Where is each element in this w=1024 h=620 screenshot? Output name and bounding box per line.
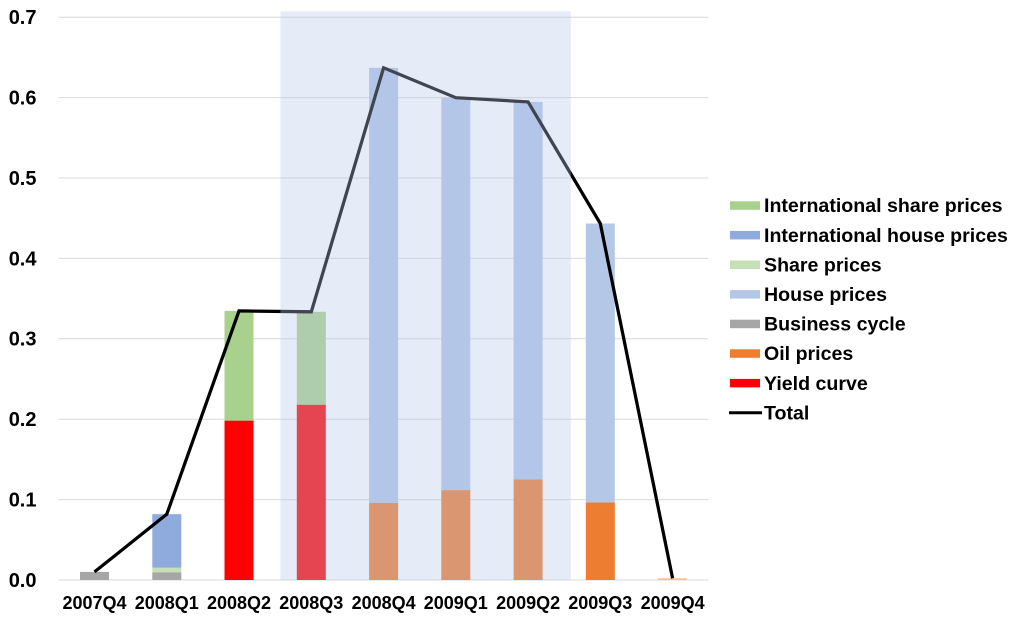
svg-text:2008Q1: 2008Q1 — [135, 593, 199, 613]
svg-text:Yield curve: Yield curve — [764, 373, 868, 395]
svg-text:2008Q3: 2008Q3 — [279, 593, 343, 613]
svg-text:0.2: 0.2 — [9, 409, 37, 431]
svg-text:Oil prices: Oil prices — [764, 343, 853, 365]
svg-text:House prices: House prices — [764, 284, 887, 306]
svg-text:2009Q4: 2009Q4 — [641, 593, 705, 613]
svg-text:0.7: 0.7 — [9, 7, 37, 29]
svg-text:2008Q4: 2008Q4 — [352, 593, 416, 613]
svg-text:0.6: 0.6 — [9, 88, 37, 110]
svg-text:2009Q3: 2009Q3 — [568, 593, 632, 613]
svg-text:2008Q2: 2008Q2 — [207, 593, 271, 613]
svg-text:0.5: 0.5 — [9, 168, 37, 190]
svg-text:0.4: 0.4 — [9, 248, 38, 270]
svg-text:0.0: 0.0 — [9, 570, 37, 592]
svg-text:Share prices: Share prices — [764, 254, 882, 276]
svg-text:Total: Total — [764, 402, 809, 424]
svg-text:International share prices: International share prices — [764, 195, 1003, 217]
svg-text:2009Q2: 2009Q2 — [496, 593, 560, 613]
svg-text:0.3: 0.3 — [9, 329, 37, 351]
svg-text:International house prices: International house prices — [764, 225, 1008, 247]
svg-text:Business cycle: Business cycle — [764, 314, 906, 336]
svg-text:2007Q4: 2007Q4 — [62, 593, 126, 613]
svg-text:2009Q1: 2009Q1 — [424, 593, 488, 613]
svg-text:0.1: 0.1 — [9, 490, 37, 512]
